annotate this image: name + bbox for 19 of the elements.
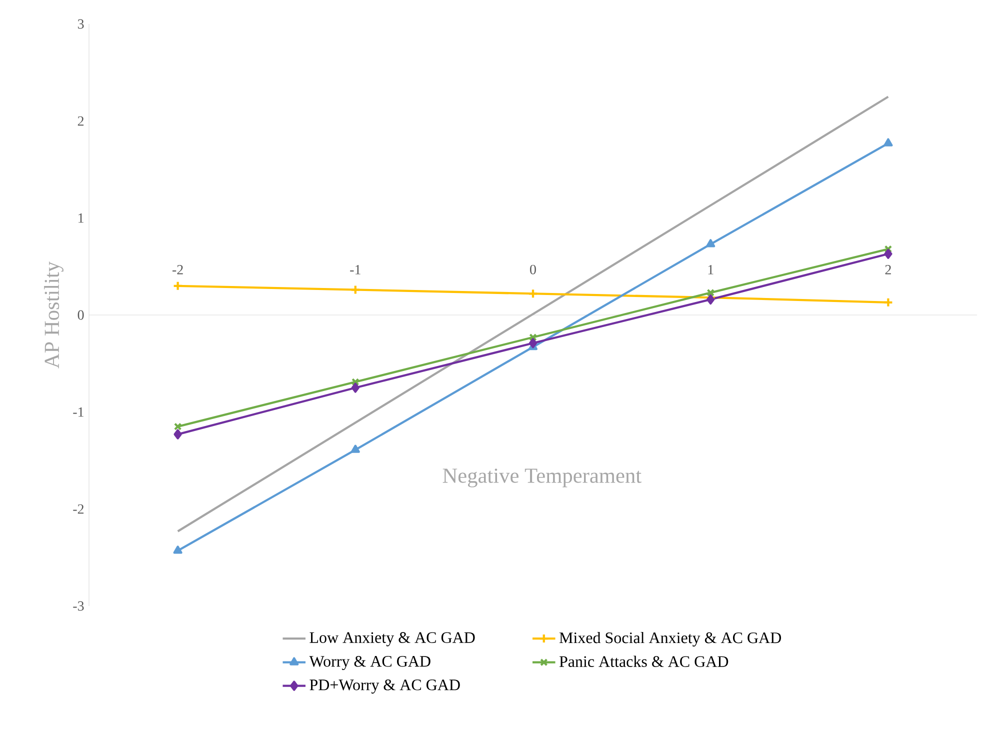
- y-tick-label: 3: [78, 19, 84, 29]
- y-tick-label: 1: [78, 213, 84, 223]
- x-axis-title: Negative Temperament: [442, 468, 642, 488]
- y-tick-label: 2: [78, 116, 84, 126]
- legend-label: PD+Worry & AC GAD: [310, 679, 460, 694]
- y-tick-label: -1: [73, 407, 84, 417]
- legend-label: Panic Attacks & AC GAD: [559, 656, 728, 667]
- legend-label: Low Anxiety & AC GAD: [310, 632, 475, 646]
- x-tick-label: -2: [172, 265, 183, 274]
- x-tick-label: 0: [530, 264, 536, 274]
- y-tick-label: 0: [78, 310, 84, 320]
- legend-label: Worry & AC GAD: [309, 656, 430, 670]
- y-axis-title: AP Hostility: [44, 261, 64, 368]
- legend-label: Mixed Social Anxiety & AC GAD: [559, 632, 782, 647]
- x-tick-label: 2: [885, 265, 891, 274]
- y-tick-label: -2: [73, 504, 84, 514]
- x-tick-label: 1: [708, 265, 714, 274]
- y-tick-label: -3: [73, 601, 84, 611]
- x-tick-label: -1: [350, 265, 360, 274]
